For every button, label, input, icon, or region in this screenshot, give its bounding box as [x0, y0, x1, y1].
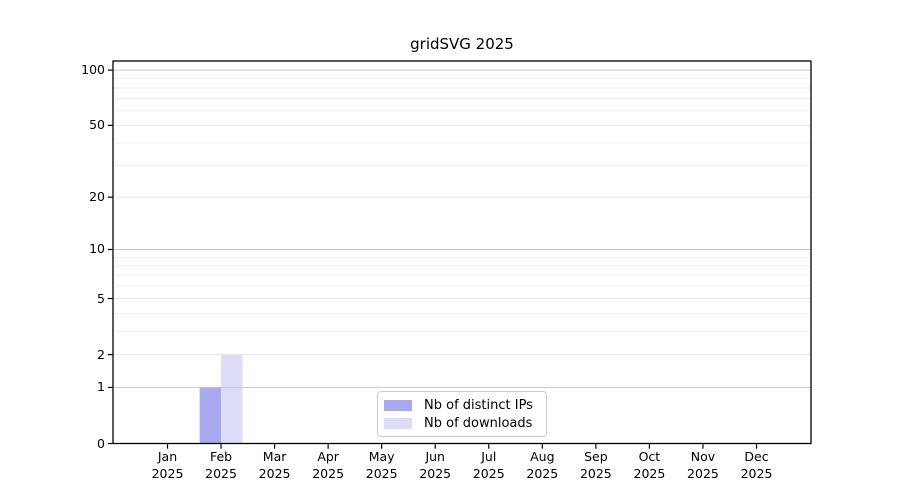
x-tick-label-jun: Jun 2025 [419, 449, 452, 481]
plot-frame [112, 60, 812, 445]
x-tick-label-may: May 2025 [365, 449, 398, 481]
chart-title: gridSVG 2025 [410, 35, 514, 53]
y-tick-label-5: 5 [97, 290, 105, 306]
x-tick-label-nov: Nov 2025 [687, 449, 719, 481]
x-tick-label-aug: Aug 2025 [526, 449, 559, 481]
legend-swatch-downloads [384, 417, 412, 429]
legend-item-distinct-ips: Nb of distinct IPs [384, 396, 538, 414]
x-tick-label-oct: Oct 2025 [633, 449, 666, 481]
x-tick-label-dec: Dec 2025 [740, 449, 773, 481]
bar-distinct-ips-feb [199, 387, 222, 444]
y-tick-label-2: 2 [97, 346, 105, 362]
x-tick-label-jan: Jan 2025 [151, 449, 184, 481]
y-tick-label-0: 0 [97, 435, 105, 451]
y-tick-label-10: 10 [89, 241, 105, 257]
y-tick-label-1: 1 [97, 379, 105, 395]
legend-swatch-distinct-ips [384, 399, 412, 411]
y-tick-label-20: 20 [89, 189, 105, 205]
y-tick-label-50: 50 [89, 117, 105, 133]
bar-downloads-feb [221, 354, 243, 444]
x-tick-label-apr: Apr 2025 [312, 449, 345, 481]
legend-label-distinct-ips: Nb of distinct IPs [424, 397, 533, 413]
x-tick-label-feb: Feb 2025 [205, 449, 237, 481]
x-tick-label-mar: Mar 2025 [258, 449, 291, 481]
legend: Nb of distinct IPs Nb of downloads [377, 391, 547, 437]
y-tick-label-100: 100 [81, 62, 105, 78]
legend-item-downloads: Nb of downloads [384, 414, 538, 432]
x-tick-label-jul: Jul 2025 [472, 449, 505, 481]
x-tick-label-sep: Sep 2025 [579, 449, 612, 481]
legend-label-downloads: Nb of downloads [424, 415, 533, 431]
